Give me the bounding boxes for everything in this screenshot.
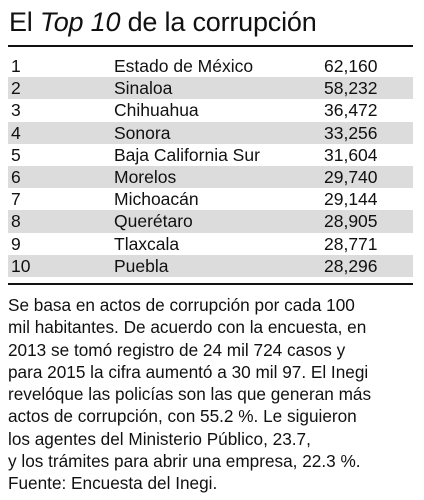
- table-row: 10 Puebla 28,296: [8, 254, 413, 277]
- value-cell: 36,472: [324, 100, 378, 121]
- value-cell: 28,296: [324, 255, 378, 276]
- value-cell: 58,232: [324, 78, 378, 99]
- state-cell: Baja California Sur: [114, 144, 260, 165]
- value-cell: 28,771: [324, 233, 378, 254]
- rank-cell: 3: [11, 100, 21, 121]
- value-cell: 29,740: [324, 166, 378, 187]
- title-prefix: El: [9, 7, 40, 37]
- value-cell: 31,604: [324, 144, 378, 165]
- value-cell: 29,144: [324, 189, 378, 210]
- table-row: 7 Michoacán 29,144: [8, 188, 413, 210]
- rank-cell: 2: [11, 78, 21, 99]
- table-row: 1 Estado de México 62,160: [8, 55, 413, 77]
- state-cell: Sonora: [114, 122, 171, 143]
- state-cell: Michoacán: [114, 189, 199, 210]
- table-row: 3 Chihuahua 36,472: [8, 99, 413, 121]
- table-row: 4 Sonora 33,256: [8, 121, 413, 144]
- rank-cell: 4: [11, 122, 21, 143]
- title-emphasis: Top 10: [39, 7, 121, 37]
- state-cell: Morelos: [114, 166, 177, 187]
- state-cell: Estado de México: [114, 56, 254, 76]
- title-suffix: de la corrupción: [120, 7, 317, 37]
- bottom-divider: [8, 283, 413, 285]
- top-divider: [8, 45, 413, 47]
- value-cell: 33,256: [324, 122, 378, 143]
- rank-cell: 10: [11, 255, 31, 276]
- state-cell: Puebla: [114, 255, 169, 276]
- state-cell: Sinaloa: [114, 78, 173, 99]
- rank-cell: 5: [11, 144, 21, 165]
- value-cell: 62,160: [324, 56, 378, 76]
- explanatory-note: Se basa en actos de corrupción por cada …: [8, 295, 372, 494]
- table-row: 8 Querétaro 28,905: [8, 210, 413, 233]
- value-cell: 28,905: [324, 211, 378, 232]
- table-row: 2 Sinaloa 58,232: [8, 77, 413, 100]
- table-row: 6 Morelos 29,740: [8, 165, 413, 189]
- page-title: El Top 10 de la corrupción: [9, 2, 317, 42]
- table-row: 5 Baja California Sur 31,604: [8, 144, 413, 166]
- rank-cell: 1: [11, 56, 21, 76]
- state-cell: Tlaxcala: [114, 233, 180, 254]
- state-cell: Chihuahua: [114, 100, 199, 121]
- rank-cell: 6: [11, 166, 21, 187]
- rank-cell: 9: [11, 233, 21, 254]
- rank-cell: 8: [11, 211, 21, 232]
- state-cell: Querétaro: [114, 211, 193, 232]
- ranking-table: 1 Estado de México 62,160 2 Sinaloa 58,2…: [8, 55, 413, 277]
- rank-cell: 7: [11, 189, 21, 210]
- table-row: 9 Tlaxcala 28,771: [8, 233, 413, 255]
